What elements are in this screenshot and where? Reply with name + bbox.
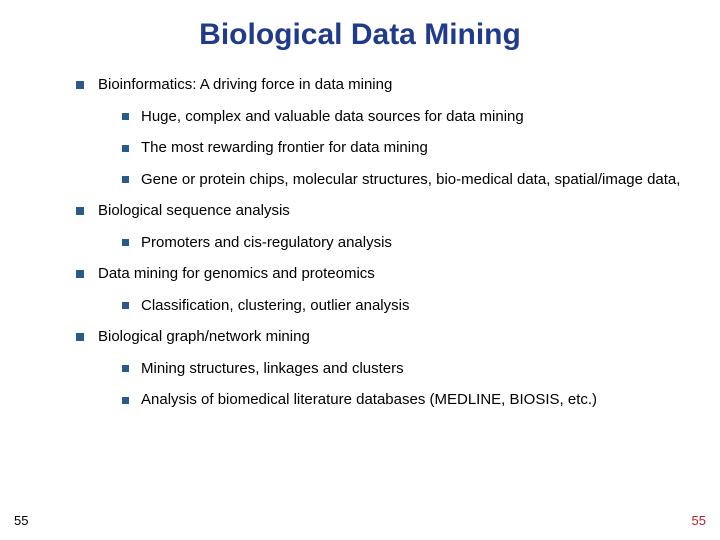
bullet-level-2: Promoters and cis-regulatory analysis bbox=[122, 232, 684, 255]
bullet-icon bbox=[122, 365, 129, 372]
page-number-left: 55 bbox=[14, 513, 28, 528]
bullet-icon bbox=[76, 333, 84, 341]
bullet-text: The most rewarding frontier for data min… bbox=[141, 137, 684, 160]
bullet-icon bbox=[122, 113, 129, 120]
bullet-text: Promoters and cis-regulatory analysis bbox=[141, 232, 684, 255]
bullet-icon bbox=[76, 81, 84, 89]
bullet-text: Gene or protein chips, molecular structu… bbox=[141, 169, 684, 192]
bullet-icon bbox=[122, 145, 129, 152]
bullet-text: Data mining for genomics and proteomics bbox=[98, 263, 684, 286]
bullet-level-2: Classification, clustering, outlier anal… bbox=[122, 295, 684, 318]
bullet-level-1: Biological graph/network mining bbox=[76, 326, 684, 349]
bullet-level-1: Bioinformatics: A driving force in data … bbox=[76, 74, 684, 97]
bullet-text: Huge, complex and valuable data sources … bbox=[141, 106, 684, 129]
bullet-level-2: The most rewarding frontier for data min… bbox=[122, 137, 684, 160]
bullet-text: Biological graph/network mining bbox=[98, 326, 684, 349]
bullet-icon bbox=[76, 207, 84, 215]
bullet-level-1: Biological sequence analysis bbox=[76, 200, 684, 223]
bullet-icon bbox=[122, 397, 129, 404]
bullet-icon bbox=[122, 176, 129, 183]
bullet-level-2: Huge, complex and valuable data sources … bbox=[122, 106, 684, 129]
bullet-text: Biological sequence analysis bbox=[98, 200, 684, 223]
bullet-icon bbox=[122, 239, 129, 246]
page-number-right: 55 bbox=[692, 513, 706, 528]
slide: Biological Data Mining Bioinformatics: A… bbox=[0, 0, 720, 540]
bullet-icon bbox=[76, 270, 84, 278]
bullet-text: Analysis of biomedical literature databa… bbox=[141, 389, 684, 412]
bullet-level-2: Gene or protein chips, molecular structu… bbox=[122, 169, 684, 192]
bullet-text: Classification, clustering, outlier anal… bbox=[141, 295, 684, 318]
slide-body: Bioinformatics: A driving force in data … bbox=[36, 74, 684, 412]
bullet-level-2: Analysis of biomedical literature databa… bbox=[122, 389, 684, 412]
bullet-level-2: Mining structures, linkages and clusters bbox=[122, 358, 684, 381]
bullet-icon bbox=[122, 302, 129, 309]
bullet-text: Mining structures, linkages and clusters bbox=[141, 358, 684, 381]
bullet-text: Bioinformatics: A driving force in data … bbox=[98, 74, 684, 97]
slide-title: Biological Data Mining bbox=[36, 18, 684, 52]
bullet-level-1: Data mining for genomics and proteomics bbox=[76, 263, 684, 286]
